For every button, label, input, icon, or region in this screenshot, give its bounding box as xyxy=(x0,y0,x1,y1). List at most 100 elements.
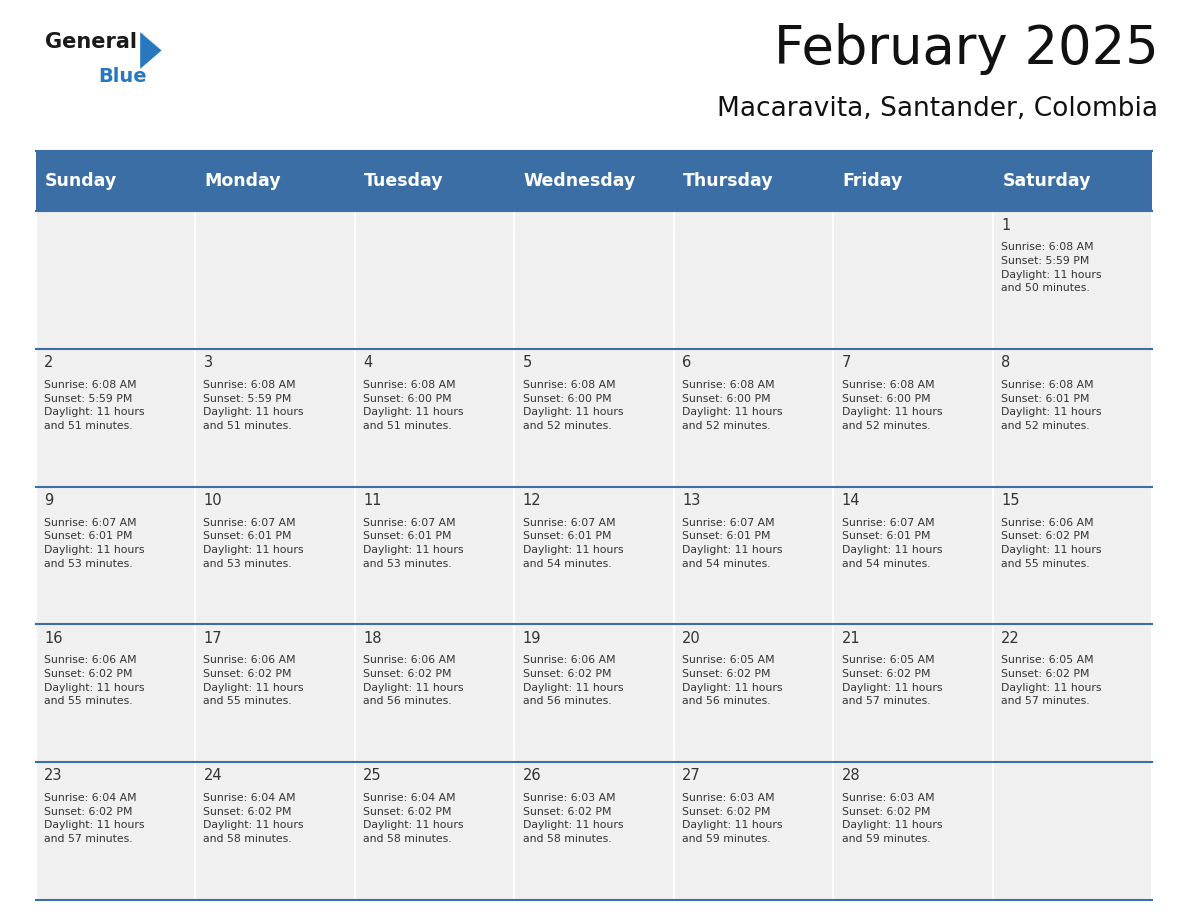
Text: Saturday: Saturday xyxy=(1003,173,1091,190)
Bar xyxy=(355,349,514,487)
Bar xyxy=(355,624,514,762)
Text: 6: 6 xyxy=(682,355,691,370)
Text: 16: 16 xyxy=(44,631,63,645)
Text: 15: 15 xyxy=(1001,493,1019,508)
Text: 19: 19 xyxy=(523,631,541,645)
Bar xyxy=(355,487,514,624)
Bar xyxy=(514,211,674,349)
Text: Sunday: Sunday xyxy=(45,173,118,190)
Text: Sunrise: 6:06 AM
Sunset: 6:02 PM
Daylight: 11 hours
and 56 minutes.: Sunrise: 6:06 AM Sunset: 6:02 PM Dayligh… xyxy=(364,655,463,706)
Text: Sunrise: 6:05 AM
Sunset: 6:02 PM
Daylight: 11 hours
and 57 minutes.: Sunrise: 6:05 AM Sunset: 6:02 PM Dayligh… xyxy=(1001,655,1101,706)
Text: 7: 7 xyxy=(841,355,851,370)
Text: Sunrise: 6:07 AM
Sunset: 6:01 PM
Daylight: 11 hours
and 53 minutes.: Sunrise: 6:07 AM Sunset: 6:01 PM Dayligh… xyxy=(44,518,145,568)
Bar xyxy=(833,624,993,762)
Text: 28: 28 xyxy=(841,768,860,783)
Bar xyxy=(674,211,833,349)
Text: 22: 22 xyxy=(1001,631,1019,645)
Bar xyxy=(355,211,514,349)
Text: Sunrise: 6:05 AM
Sunset: 6:02 PM
Daylight: 11 hours
and 57 minutes.: Sunrise: 6:05 AM Sunset: 6:02 PM Dayligh… xyxy=(841,655,942,706)
Text: Sunrise: 6:08 AM
Sunset: 6:00 PM
Daylight: 11 hours
and 52 minutes.: Sunrise: 6:08 AM Sunset: 6:00 PM Dayligh… xyxy=(523,380,623,431)
Text: Wednesday: Wednesday xyxy=(524,173,636,190)
Bar xyxy=(993,487,1152,624)
Bar xyxy=(195,762,355,900)
Text: 23: 23 xyxy=(44,768,63,783)
Text: Sunrise: 6:07 AM
Sunset: 6:01 PM
Daylight: 11 hours
and 54 minutes.: Sunrise: 6:07 AM Sunset: 6:01 PM Dayligh… xyxy=(682,518,783,568)
Text: Sunrise: 6:06 AM
Sunset: 6:02 PM
Daylight: 11 hours
and 55 minutes.: Sunrise: 6:06 AM Sunset: 6:02 PM Dayligh… xyxy=(203,655,304,706)
Bar xyxy=(195,349,355,487)
Bar xyxy=(993,762,1152,900)
Text: 17: 17 xyxy=(203,631,222,645)
Text: 5: 5 xyxy=(523,355,532,370)
Bar xyxy=(674,349,833,487)
Bar xyxy=(674,762,833,900)
Text: 12: 12 xyxy=(523,493,542,508)
Text: 13: 13 xyxy=(682,493,701,508)
Text: 26: 26 xyxy=(523,768,542,783)
Text: 2: 2 xyxy=(44,355,53,370)
Text: Blue: Blue xyxy=(99,67,147,86)
Text: Sunrise: 6:08 AM
Sunset: 5:59 PM
Daylight: 11 hours
and 51 minutes.: Sunrise: 6:08 AM Sunset: 5:59 PM Dayligh… xyxy=(44,380,145,431)
Bar xyxy=(195,211,355,349)
Text: Macaravita, Santander, Colombia: Macaravita, Santander, Colombia xyxy=(718,96,1158,122)
Text: Sunrise: 6:04 AM
Sunset: 6:02 PM
Daylight: 11 hours
and 57 minutes.: Sunrise: 6:04 AM Sunset: 6:02 PM Dayligh… xyxy=(44,793,145,844)
Text: Sunrise: 6:04 AM
Sunset: 6:02 PM
Daylight: 11 hours
and 58 minutes.: Sunrise: 6:04 AM Sunset: 6:02 PM Dayligh… xyxy=(203,793,304,844)
Bar xyxy=(514,349,674,487)
Bar xyxy=(833,762,993,900)
Text: 25: 25 xyxy=(364,768,381,783)
Text: Sunrise: 6:08 AM
Sunset: 5:59 PM
Daylight: 11 hours
and 51 minutes.: Sunrise: 6:08 AM Sunset: 5:59 PM Dayligh… xyxy=(203,380,304,431)
Text: 11: 11 xyxy=(364,493,381,508)
Text: 8: 8 xyxy=(1001,355,1011,370)
Text: Sunrise: 6:07 AM
Sunset: 6:01 PM
Daylight: 11 hours
and 54 minutes.: Sunrise: 6:07 AM Sunset: 6:01 PM Dayligh… xyxy=(841,518,942,568)
Bar xyxy=(833,487,993,624)
Text: Sunrise: 6:08 AM
Sunset: 6:00 PM
Daylight: 11 hours
and 51 minutes.: Sunrise: 6:08 AM Sunset: 6:00 PM Dayligh… xyxy=(364,380,463,431)
Bar xyxy=(514,762,674,900)
Text: Sunrise: 6:07 AM
Sunset: 6:01 PM
Daylight: 11 hours
and 54 minutes.: Sunrise: 6:07 AM Sunset: 6:01 PM Dayligh… xyxy=(523,518,623,568)
Bar xyxy=(514,624,674,762)
Text: General: General xyxy=(45,32,137,52)
Text: Sunrise: 6:06 AM
Sunset: 6:02 PM
Daylight: 11 hours
and 56 minutes.: Sunrise: 6:06 AM Sunset: 6:02 PM Dayligh… xyxy=(523,655,623,706)
Bar xyxy=(674,624,833,762)
Text: 14: 14 xyxy=(841,493,860,508)
Text: Sunrise: 6:07 AM
Sunset: 6:01 PM
Daylight: 11 hours
and 53 minutes.: Sunrise: 6:07 AM Sunset: 6:01 PM Dayligh… xyxy=(364,518,463,568)
Text: 20: 20 xyxy=(682,631,701,645)
Text: Sunrise: 6:03 AM
Sunset: 6:02 PM
Daylight: 11 hours
and 58 minutes.: Sunrise: 6:03 AM Sunset: 6:02 PM Dayligh… xyxy=(523,793,623,844)
Bar xyxy=(993,624,1152,762)
Text: Sunrise: 6:07 AM
Sunset: 6:01 PM
Daylight: 11 hours
and 53 minutes.: Sunrise: 6:07 AM Sunset: 6:01 PM Dayligh… xyxy=(203,518,304,568)
Text: Sunrise: 6:06 AM
Sunset: 6:02 PM
Daylight: 11 hours
and 55 minutes.: Sunrise: 6:06 AM Sunset: 6:02 PM Dayligh… xyxy=(44,655,145,706)
Bar xyxy=(36,349,195,487)
Bar xyxy=(36,211,195,349)
Bar xyxy=(993,211,1152,349)
Bar xyxy=(195,487,355,624)
Text: 3: 3 xyxy=(203,355,213,370)
Text: 21: 21 xyxy=(841,631,860,645)
Text: Thursday: Thursday xyxy=(683,173,773,190)
Bar xyxy=(36,487,195,624)
Bar xyxy=(355,762,514,900)
Text: Sunrise: 6:03 AM
Sunset: 6:02 PM
Daylight: 11 hours
and 59 minutes.: Sunrise: 6:03 AM Sunset: 6:02 PM Dayligh… xyxy=(841,793,942,844)
Text: Sunrise: 6:08 AM
Sunset: 6:01 PM
Daylight: 11 hours
and 52 minutes.: Sunrise: 6:08 AM Sunset: 6:01 PM Dayligh… xyxy=(1001,380,1101,431)
Text: February 2025: February 2025 xyxy=(773,23,1158,75)
Text: Monday: Monday xyxy=(204,173,282,190)
Text: 24: 24 xyxy=(203,768,222,783)
Bar xyxy=(993,349,1152,487)
Text: Sunrise: 6:08 AM
Sunset: 5:59 PM
Daylight: 11 hours
and 50 minutes.: Sunrise: 6:08 AM Sunset: 5:59 PM Dayligh… xyxy=(1001,242,1101,293)
Bar xyxy=(514,487,674,624)
Text: Sunrise: 6:04 AM
Sunset: 6:02 PM
Daylight: 11 hours
and 58 minutes.: Sunrise: 6:04 AM Sunset: 6:02 PM Dayligh… xyxy=(364,793,463,844)
Text: 18: 18 xyxy=(364,631,381,645)
Text: 27: 27 xyxy=(682,768,701,783)
Bar xyxy=(36,151,1152,211)
Text: Sunrise: 6:06 AM
Sunset: 6:02 PM
Daylight: 11 hours
and 55 minutes.: Sunrise: 6:06 AM Sunset: 6:02 PM Dayligh… xyxy=(1001,518,1101,568)
Text: 10: 10 xyxy=(203,493,222,508)
Text: Sunrise: 6:03 AM
Sunset: 6:02 PM
Daylight: 11 hours
and 59 minutes.: Sunrise: 6:03 AM Sunset: 6:02 PM Dayligh… xyxy=(682,793,783,844)
Text: Friday: Friday xyxy=(842,173,903,190)
Bar xyxy=(674,487,833,624)
Text: 9: 9 xyxy=(44,493,53,508)
Text: Sunrise: 6:05 AM
Sunset: 6:02 PM
Daylight: 11 hours
and 56 minutes.: Sunrise: 6:05 AM Sunset: 6:02 PM Dayligh… xyxy=(682,655,783,706)
Polygon shape xyxy=(140,32,162,69)
Text: 4: 4 xyxy=(364,355,372,370)
Bar xyxy=(833,349,993,487)
Text: Tuesday: Tuesday xyxy=(365,173,444,190)
Bar xyxy=(36,762,195,900)
Text: Sunrise: 6:08 AM
Sunset: 6:00 PM
Daylight: 11 hours
and 52 minutes.: Sunrise: 6:08 AM Sunset: 6:00 PM Dayligh… xyxy=(682,380,783,431)
Bar xyxy=(833,211,993,349)
